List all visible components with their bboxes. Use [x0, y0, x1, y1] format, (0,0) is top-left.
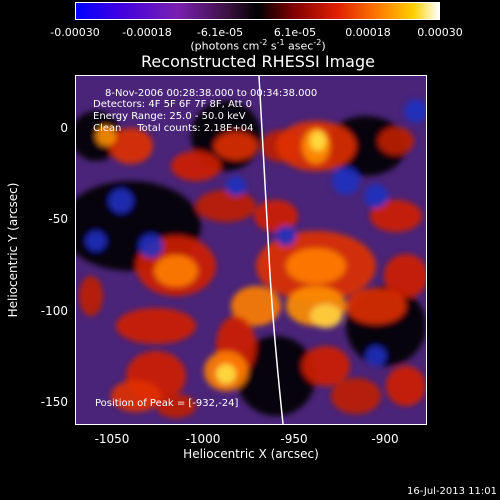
emission-blob	[331, 378, 381, 414]
timestamp: 16-Jul-2013 11:01	[406, 486, 497, 497]
y-tick-label: -50	[48, 212, 68, 226]
emission-blob	[310, 304, 342, 328]
colorbar-tick-label: 0.00030	[417, 26, 463, 39]
x-axis-label: Heliocentric X (arcsec)	[183, 447, 319, 461]
peak-position-text: Position of Peak = [-932,-24]	[95, 398, 239, 409]
emission-blob	[116, 308, 196, 344]
emission-blob	[364, 184, 388, 208]
emission-blob	[156, 394, 196, 418]
emission-blob	[332, 167, 360, 195]
y-tick-label: 0	[60, 121, 68, 135]
emission-blob	[214, 132, 258, 160]
emission-blob	[384, 254, 426, 298]
detectors-text: Detectors: 4F 5F 6F 7F 8F, Att 0	[93, 99, 253, 110]
emission-blob	[346, 288, 406, 324]
colorbar-tick-label: 6.1e-05	[273, 26, 317, 39]
energy-range-text: Energy Range: 25.0 - 50.0 keV	[93, 111, 246, 122]
emission-blob	[254, 200, 298, 232]
solar-limb-line	[258, 76, 284, 424]
colorbar-tick-label: -6.1e-05	[196, 26, 244, 39]
clean-counts-text: Clean Total counts: 2.18E+04	[93, 123, 254, 134]
y-axis-label: Heliocentric Y (arcsec)	[6, 182, 20, 318]
colorbar-units: (photons cm-2 s-1 asec-2)	[190, 38, 326, 53]
x-tick-label: -1000	[185, 432, 221, 446]
emission-blob	[196, 190, 256, 222]
emission-blob	[378, 127, 414, 155]
emission-blob	[79, 276, 103, 316]
emission-blob	[111, 380, 161, 412]
emission-blob	[276, 226, 296, 246]
emission-blob	[86, 231, 106, 251]
emission-blob	[154, 255, 198, 287]
emission-blob	[370, 200, 422, 232]
emission-blob	[286, 248, 346, 284]
emission-blob	[302, 346, 350, 386]
colorbar-tick-label: 0.00018	[345, 26, 391, 39]
x-tick-label: -1050	[94, 432, 130, 446]
emission-blob	[109, 128, 153, 164]
emission-blob	[310, 131, 326, 151]
x-tick-label: -900	[371, 432, 399, 446]
emission-map	[76, 99, 426, 418]
emission-blob	[366, 346, 386, 366]
colorbar	[75, 2, 440, 20]
emission-blob	[404, 99, 426, 123]
emission-blob	[139, 234, 163, 258]
emission-blob	[171, 151, 221, 181]
emission-blob	[96, 126, 116, 146]
image-title: Reconstructed RHESSI Image	[141, 52, 375, 71]
y-tick-label: -150	[40, 395, 68, 409]
x-tick-label: -950	[280, 432, 308, 446]
colorbar-tick-label: -0.00030	[50, 26, 100, 39]
time-range-text: 8-Nov-2006 00:28:38.000 to 00:34:38.000	[105, 88, 318, 99]
y-tick-label: -100	[40, 304, 68, 318]
emission-blob	[216, 364, 236, 384]
rhessi-image	[76, 76, 426, 424]
emission-blob	[386, 366, 426, 406]
colorbar-tick-label: -0.00018	[122, 26, 172, 39]
emission-blob	[231, 286, 281, 326]
emission-blob	[236, 336, 316, 416]
emission-blob	[109, 189, 133, 213]
emission-blob	[226, 176, 246, 196]
rhessi-image-plot	[75, 75, 427, 425]
